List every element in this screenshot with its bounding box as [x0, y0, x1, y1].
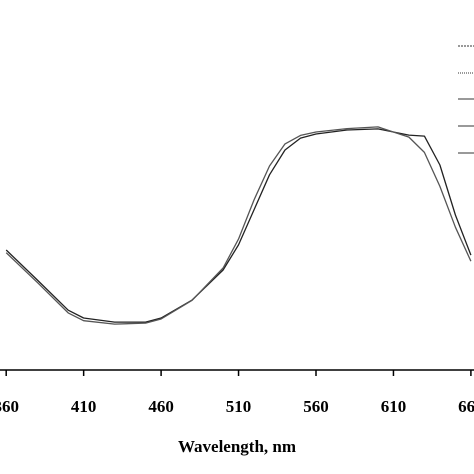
data-line [5, 126, 472, 325]
x-tick-label: 410 [71, 397, 97, 416]
x-tick-label: 460 [148, 397, 174, 416]
x-tick-label: 510 [226, 397, 252, 416]
x-axis-label: Wavelength, nm [178, 437, 296, 456]
x-tick-label: 360 [0, 397, 19, 416]
legend [458, 45, 474, 154]
x-tick-label: 660 [458, 397, 474, 416]
x-tick-label: 560 [303, 397, 329, 416]
x-tick-label: 610 [381, 397, 407, 416]
data-line [5, 128, 472, 323]
